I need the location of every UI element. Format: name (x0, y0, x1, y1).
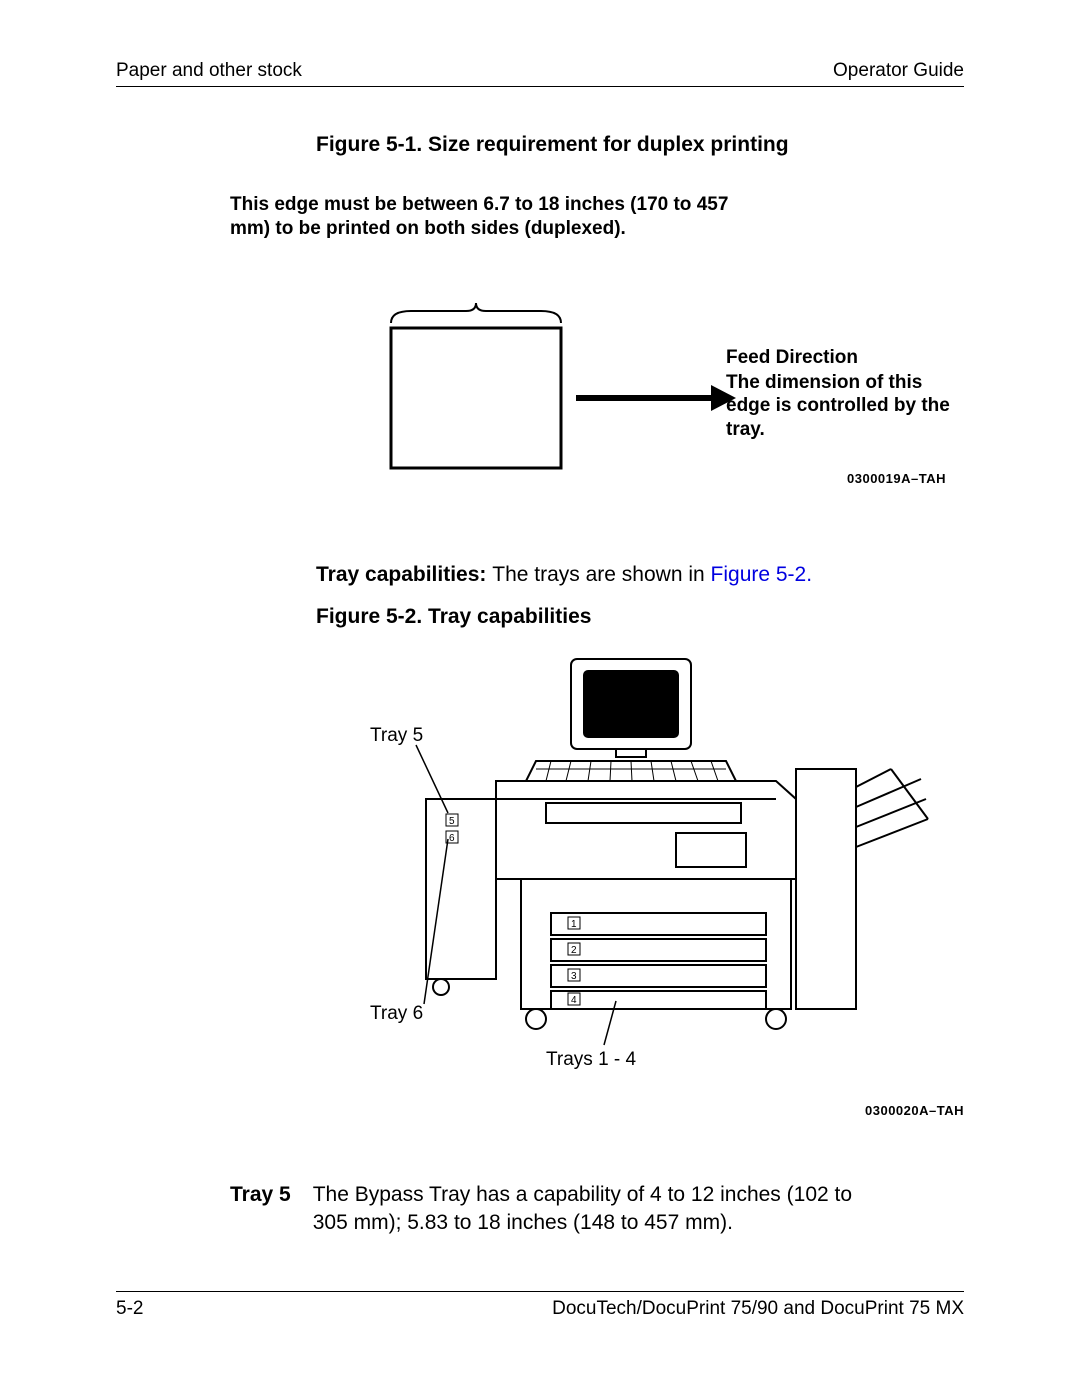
figure-5-2-title: Figure 5-2. Tray capabilities (316, 605, 964, 629)
figure-5-2-link[interactable]: Figure 5-2. (711, 563, 813, 586)
tray-cap-bold: Tray capabilities: (316, 563, 492, 586)
page-footer: 5-2 DocuTech/DocuPrint 75/90 and DocuPri… (116, 1291, 964, 1320)
tray-6-callout: Tray 6 (370, 1003, 423, 1025)
tray-capabilities-intro: Tray capabilities: The trays are shown i… (316, 563, 964, 587)
svg-text:4: 4 (571, 995, 577, 1006)
footer-right: DocuTech/DocuPrint 75/90 and DocuPrint 7… (552, 1298, 964, 1320)
page-header: Paper and other stock Operator Guide (116, 60, 964, 87)
footer-left: 5-2 (116, 1298, 143, 1320)
svg-text:2: 2 (571, 945, 577, 956)
edge-controlled-label: The dimension of this edge is controlled… (726, 371, 956, 442)
svg-text:1: 1 (571, 919, 577, 930)
tray-cap-text: The trays are shown in (492, 563, 710, 586)
tray-5-callout: Tray 5 (370, 725, 423, 747)
tray-5-description: Tray 5 The Bypass Tray has a capability … (230, 1181, 964, 1238)
figure-5-1-note: This edge must be between 6.7 to 18 inch… (230, 193, 750, 241)
tray-5-label: Tray 5 (230, 1181, 291, 1238)
figure-5-2-code: 0300020A–TAH (865, 1103, 964, 1118)
feed-direction-label: Feed Direction (726, 347, 858, 369)
svg-text:6: 6 (449, 833, 455, 844)
tray-5-text: The Bypass Tray has a capability of 4 to… (313, 1181, 893, 1238)
figure-5-2-svg: 1 2 3 4 5 6 (316, 649, 964, 1149)
figure-5-2: 1 2 3 4 5 6 Tray 5 Tr (316, 649, 964, 1149)
figure-5-1-code: 0300019A–TAH (847, 471, 946, 486)
trays-1-4-callout: Trays 1 - 4 (546, 1049, 636, 1071)
figure-5-1-title: Figure 5-1. Size requirement for duplex … (316, 133, 964, 157)
header-right: Operator Guide (833, 60, 964, 82)
svg-text:5: 5 (449, 816, 455, 827)
figure-5-1: Feed Direction The dimension of this edg… (286, 303, 946, 493)
header-left: Paper and other stock (116, 60, 302, 82)
svg-text:3: 3 (571, 971, 577, 982)
page: Paper and other stock Operator Guide Fig… (116, 60, 964, 1320)
